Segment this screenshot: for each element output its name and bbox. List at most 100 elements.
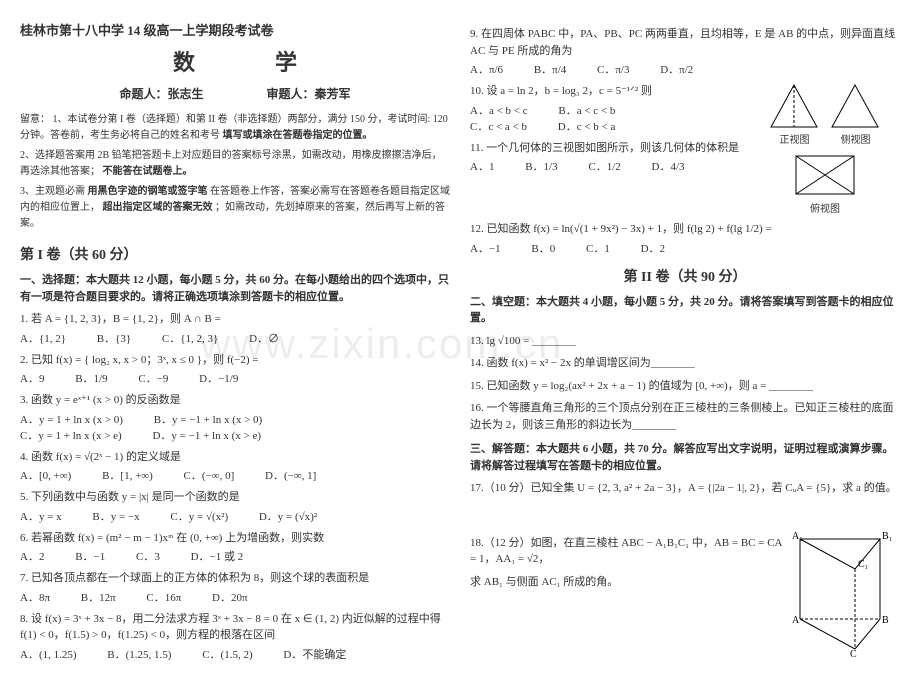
q1-d: D．∅ <box>249 330 279 346</box>
notice-3a: 3、主观题必需 <box>20 186 85 197</box>
q7-b: B．12π <box>81 589 116 605</box>
q7-a: A．8π <box>20 589 50 605</box>
q8-stem: 8. 设 f(x) = 3ˣ + 3x − 8，用二分法求方程 3ˣ + 3x … <box>20 611 450 644</box>
q5-stem: 5. 下列函数中与函数 y = |x| 是同一个函数的是 <box>20 489 450 506</box>
svg-text:A₁: A₁ <box>792 531 803 542</box>
q7-c: C．16π <box>146 589 181 605</box>
part2-heading: 第 II 卷（共 90 分） <box>470 266 900 286</box>
q6-a: A．2 <box>20 548 44 564</box>
q9-opts: A．π/6 B．π/4 C．π/3 D．π/2 <box>470 61 900 77</box>
front-view-label: 正视图 <box>767 131 822 146</box>
q8-opts: A．(1, 1.25) B．(1.25, 1.5) C．(1.5, 2) D．不… <box>20 646 450 662</box>
q11-d: D．4/3 <box>652 158 685 174</box>
side-view-label: 侧视图 <box>828 131 883 146</box>
top-view-label: 俯视图 <box>750 200 900 215</box>
q6-c: C．3 <box>136 548 160 564</box>
q15-stem: 15. 已知函数 y = log₂(ax² + 2x + a − 1) 的值域为… <box>470 378 900 395</box>
q8-d: D．不能确定 <box>283 646 346 662</box>
q2-a: A．9 <box>20 370 44 386</box>
q2-opts: A．9 B．1/9 C．−9 D．−1/9 <box>20 370 450 386</box>
subject-title: 数学 <box>20 45 450 77</box>
q14-stem: 14. 函数 f(x) = x² − 2x 的单调增区间为________ <box>470 355 900 372</box>
q5-d: D．y = (√x)² <box>259 508 317 524</box>
q6-opts: A．2 B．−1 C．3 D．−1 或 2 <box>20 548 450 564</box>
q4-a: A．[0, +∞) <box>20 467 71 483</box>
q8-a: A．(1, 1.25) <box>20 646 77 662</box>
q10-c: C．c < a < b <box>470 118 527 134</box>
svg-text:B: B <box>882 615 889 626</box>
q1-b: B．{3} <box>97 330 131 346</box>
svg-text:C₁: C₁ <box>858 559 868 570</box>
part3-instr: 三、解答题：本大题共 6 小题，共 70 分。解答应写出文字说明，证明过程或演算… <box>470 441 900 474</box>
q3-a: A．y = 1 + ln x (x > 0) <box>20 411 123 427</box>
q4-d: D．(−∞, 1] <box>265 467 316 483</box>
notice-1b: 填写或填涂在答题卷指定的位置。 <box>223 130 373 141</box>
notice-lead: 留意： <box>20 114 50 125</box>
notice-2a: 2、选择题答案用 2B 铅笔把答题卡上对应题目的答案标号涂黑，如需改动，用橡皮擦… <box>20 150 442 177</box>
q7-opts: A．8π B．12π C．16π D．20π <box>20 589 450 605</box>
q11-c: C．1/2 <box>588 158 620 174</box>
q16-stem: 16. 一个等腰直角三角形的三个顶点分别在正三棱柱的三条侧棱上。已知正三棱柱的底… <box>470 400 900 433</box>
q3-stem: 3. 函数 y = eˣ⁺¹ (x > 0) 的反函数是 <box>20 392 450 409</box>
notice-2: 2、选择题答案用 2B 铅笔把答题卡上对应题目的答案标号涂黑，如需改动，用橡皮擦… <box>20 148 450 180</box>
q9-b: B．π/4 <box>534 61 566 77</box>
q12-d: D．2 <box>641 240 665 256</box>
q3-d: D．y = −1 + ln x (x > e) <box>152 427 261 443</box>
part1-instr: 一、选择题：本大题共 12 小题，每小题 5 分，共 60 分。在每小题给出的四… <box>20 272 450 305</box>
top-view-block: 俯视图 <box>750 150 900 215</box>
q7-d: D．20π <box>212 589 248 605</box>
notice-3: 3、主观题必需 用黑色字迹的钢笔或签字笔 在答题卷上作答，答案必需写在答题卷各题… <box>20 184 450 232</box>
top-view-icon <box>790 150 860 200</box>
q4-c: C．(−∞, 0] <box>184 467 235 483</box>
notice-3d: 超出指定区域的答案无效 <box>103 202 213 213</box>
q5-opts: A．y = x B．y = −x C．y = √(x²) D．y = (√x)² <box>20 508 450 524</box>
page-columns: 桂林市第十八中学 14 级高一上学期段考试卷 数学 命题人：张志生 审题人：秦芳… <box>20 20 900 666</box>
q1-stem: 1. 若 A = {1, 2, 3}，B = {1, 2}，则 A ∩ B = <box>20 311 450 328</box>
q12-c: C．1 <box>586 240 610 256</box>
q5-a: A．y = x <box>20 508 62 524</box>
q9-a: A．π/6 <box>470 61 503 77</box>
q3-c: C．y = 1 + ln x (x > e) <box>20 427 122 443</box>
school-title: 桂林市第十八中学 14 级高一上学期段考试卷 <box>20 20 450 39</box>
q12-stem: 12. 已知函数 f(x) = ln(√(1 + 9x²) − 3x) + 1，… <box>470 221 900 238</box>
q8-b: B．(1.25, 1.5) <box>107 646 171 662</box>
notice-3b: 用黑色字迹的钢笔或签字笔 <box>88 186 208 197</box>
right-column: 9. 在四周体 PABC 中，PA、PB、PC 两两垂直，且均相等，E 是 AB… <box>470 20 900 666</box>
q12-opts: A．−1 B．0 C．1 D．2 <box>470 240 900 256</box>
q5-b: B．y = −x <box>92 508 139 524</box>
q11-a: A．1 <box>470 158 494 174</box>
q10-b: B．a < c < b <box>558 102 615 118</box>
q6-b: B．−1 <box>75 548 105 564</box>
q3-b: B．y = −1 + ln x (x > 0) <box>154 411 263 427</box>
q11-b: B．1/3 <box>525 158 557 174</box>
q4-b: B．[1, +∞) <box>102 467 153 483</box>
front-view-block: 正视图 <box>767 81 822 146</box>
notice-2b: 不能答在试题卷上。 <box>103 166 193 177</box>
q6-d: D．−1 或 2 <box>191 548 244 564</box>
reviewer-label: 审题人：秦芳军 <box>267 85 351 102</box>
q12-a: A．−1 <box>470 240 501 256</box>
side-view-block: 侧视图 <box>828 81 883 146</box>
left-column: 桂林市第十八中学 14 级高一上学期段考试卷 数学 命题人：张志生 审题人：秦芳… <box>20 20 450 666</box>
q2-c: C．−9 <box>138 370 168 386</box>
q17-stem: 17.（10 分）已知全集 U = {2, 3, a² + 2a − 3}，A … <box>470 480 900 497</box>
front-view-icon <box>767 81 822 131</box>
q4-stem: 4. 函数 f(x) = √(2ˣ − 1) 的定义域是 <box>20 449 450 466</box>
q1-a: A．{1, 2} <box>20 330 66 346</box>
svg-text:B₁: B₁ <box>882 531 892 542</box>
svg-text:C: C <box>850 649 857 659</box>
q4-opts: A．[0, +∞) B．[1, +∞) C．(−∞, 0] D．(−∞, 1] <box>20 467 450 483</box>
q2-b: B．1/9 <box>75 370 107 386</box>
q12-b: B．0 <box>531 240 555 256</box>
q13-stem: 13. lg √100 = ________ <box>470 333 900 350</box>
q2-d: D．−1/9 <box>199 370 238 386</box>
author-row: 命题人：张志生 审题人：秦芳军 <box>20 85 450 102</box>
q10-a: A．a < b < c <box>470 102 528 118</box>
prism-figure-icon: A₁ B₁ C₁ A B C <box>790 529 900 659</box>
q3-opts: A．y = 1 + ln x (x > 0) B．y = −1 + ln x (… <box>20 411 450 443</box>
q9-c: C．π/3 <box>597 61 629 77</box>
q6-stem: 6. 若幂函数 f(x) = (m² − m − 1)xᵐ 在 (0, +∞) … <box>20 530 450 547</box>
notice-1: 留意： 1、本试卷分第 I 卷（选择题）和第 II 卷（非选择题）两部分，满分 … <box>20 112 450 144</box>
q9-d: D．π/2 <box>660 61 693 77</box>
q7-stem: 7. 已知各顶点都在一个球面上的正方体的体积为 8，则这个球的表面积是 <box>20 570 450 587</box>
